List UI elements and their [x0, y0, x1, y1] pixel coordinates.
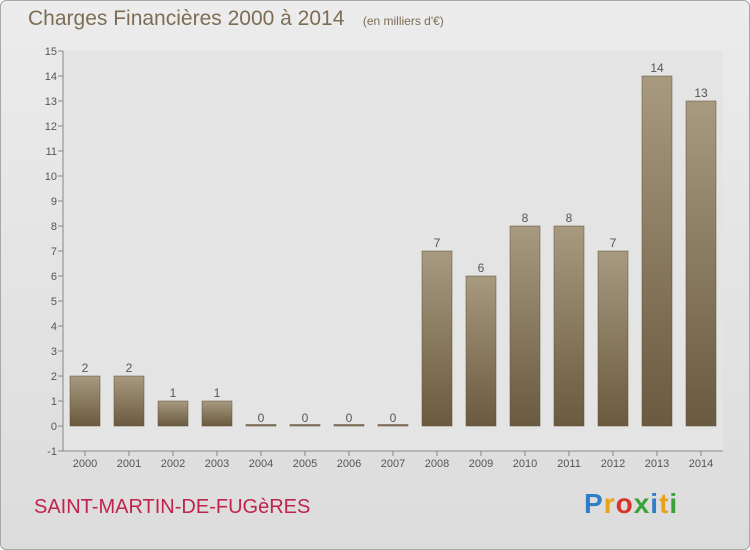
logo-letter: x [633, 488, 651, 519]
bar-2007 [377, 424, 409, 427]
data-label-2013: 14 [650, 61, 664, 75]
bar-2003 [201, 400, 233, 427]
logo-letter: r [603, 488, 616, 519]
y-tick-label: 1 [51, 396, 57, 408]
y-tick-label: 4 [51, 321, 57, 333]
bar-2014 [685, 100, 717, 427]
data-label-2014: 13 [694, 86, 708, 100]
x-tick-label-2004: 2004 [249, 458, 273, 470]
x-tick-label-2014: 2014 [689, 458, 713, 470]
bar-2010 [509, 225, 541, 427]
title-row: Charges Financières 2000 à 2014 (en mill… [28, 7, 444, 31]
data-label-2010: 8 [522, 211, 529, 225]
data-label-2004: 0 [258, 411, 265, 425]
y-tick-label: 7 [51, 246, 57, 258]
x-tick-label-2000: 2000 [73, 458, 97, 470]
bar-2011 [553, 225, 585, 427]
x-tick-label-2008: 2008 [425, 458, 449, 470]
y-tick-label: 15 [45, 46, 57, 58]
x-tick-label-2002: 2002 [161, 458, 185, 470]
x-tick-label-2006: 2006 [337, 458, 361, 470]
y-tick-label: 9 [51, 196, 57, 208]
data-label-2001: 2 [126, 361, 133, 375]
proxiti-logo: Proxiti [584, 488, 678, 520]
chart-title: Charges Financières 2000 à 2014 [28, 7, 345, 30]
x-tick-label-2009: 2009 [469, 458, 493, 470]
bar-2002 [157, 400, 189, 427]
y-tick-label: 3 [51, 346, 57, 358]
bar-2009 [465, 275, 497, 427]
y-tick-label: 12 [45, 121, 57, 133]
y-tick-label: 13 [45, 96, 57, 108]
y-tick-label: 11 [46, 146, 57, 158]
y-tick-label: 5 [51, 296, 57, 308]
logo-letter: t [659, 488, 670, 519]
bar-2001 [113, 375, 145, 427]
data-label-2007: 0 [390, 411, 397, 425]
bar-2004 [245, 424, 277, 427]
logo-letter: i [650, 488, 660, 519]
data-label-2011: 8 [566, 211, 573, 225]
y-tick-label: 0 [51, 421, 57, 433]
bar-2000 [69, 375, 101, 427]
logo-letter: o [615, 488, 634, 519]
x-tick-label-2007: 2007 [381, 458, 405, 470]
data-label-2003: 1 [214, 386, 221, 400]
logo-letter: P [584, 488, 604, 519]
commune-name: SAINT-MARTIN-DE-FUGèRES [34, 496, 311, 518]
x-tick-label-2013: 2013 [645, 458, 669, 470]
bar-2008 [421, 250, 453, 427]
data-label-2008: 7 [434, 236, 441, 250]
x-tick-label-2011: 2011 [557, 458, 581, 470]
y-tick-label: 10 [45, 171, 57, 183]
logo-letter: i [669, 488, 679, 519]
x-tick-label-2003: 2003 [205, 458, 229, 470]
data-label-2009: 6 [478, 261, 485, 275]
data-label-2000: 2 [82, 361, 89, 375]
data-label-2006: 0 [346, 411, 353, 425]
data-label-2002: 1 [170, 386, 177, 400]
x-tick-label-2010: 2010 [513, 458, 537, 470]
x-tick-label-2001: 2001 [117, 458, 141, 470]
bar-2013 [641, 75, 673, 427]
bar-2005 [289, 424, 321, 427]
x-tick-label-2005: 2005 [293, 458, 317, 470]
y-tick-label: 14 [45, 71, 57, 83]
data-label-2005: 0 [302, 411, 309, 425]
y-tick-label: 8 [51, 221, 57, 233]
chart-subtitle: (en milliers d'€) [362, 14, 444, 28]
x-tick-label-2012: 2012 [601, 458, 625, 470]
y-tick-label: 6 [51, 271, 57, 283]
bar-2012 [597, 250, 629, 427]
y-tick-label: 2 [51, 371, 57, 383]
bar-2006 [333, 424, 365, 427]
y-tick-label: -1 [47, 446, 57, 458]
data-label-2012: 7 [610, 236, 617, 250]
